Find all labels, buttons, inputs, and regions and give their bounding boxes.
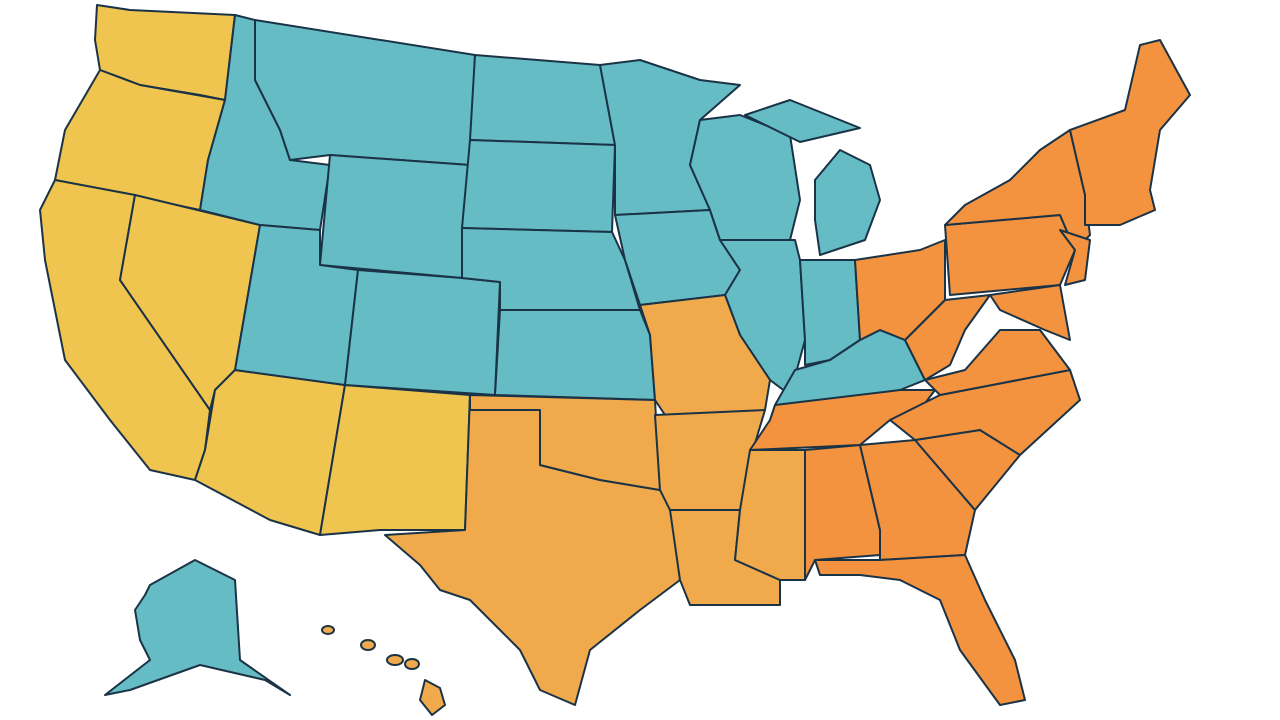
- state-mi: [814, 149, 881, 256]
- island-hi-5: [419, 679, 446, 716]
- state-nj: [1059, 229, 1091, 286]
- state-ks: [494, 309, 656, 401]
- state-sd: [461, 139, 616, 233]
- island-hi-1: [321, 625, 335, 635]
- island-hi-4: [404, 658, 420, 670]
- new-england: [1069, 39, 1191, 226]
- state-va: [924, 329, 1071, 396]
- state-il: [719, 239, 806, 396]
- state-fl: [814, 554, 1026, 706]
- state-co: [344, 269, 501, 396]
- state-md-de: [989, 284, 1071, 341]
- state-wy: [319, 154, 471, 279]
- state-ak: [104, 559, 291, 696]
- state-nm: [319, 384, 471, 536]
- state-az: [194, 369, 346, 536]
- state-mi-upper: [744, 99, 861, 143]
- state-nd: [469, 54, 616, 146]
- island-hi-2: [360, 639, 376, 651]
- state-mt: [254, 19, 476, 166]
- state-oh: [854, 239, 946, 341]
- island-hi-3: [386, 654, 404, 666]
- state-pa: [944, 214, 1076, 296]
